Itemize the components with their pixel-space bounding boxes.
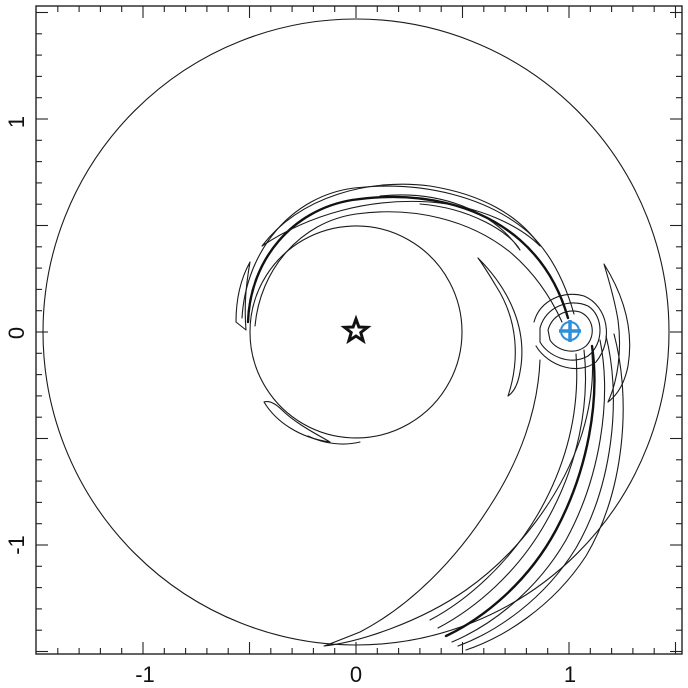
- inner-crescent-arc: [477, 257, 523, 397]
- x-tick-label-1: 1: [564, 662, 576, 687]
- spiral-arm-leading-5: [465, 333, 624, 651]
- outer-right-arc: [603, 263, 631, 403]
- spiral-wake-inner: [246, 195, 570, 324]
- x-tick-label-neg1: -1: [135, 662, 155, 687]
- spiral-outer-flap: [261, 183, 541, 247]
- y-tick-label-0: 0: [4, 327, 29, 339]
- spiral-arm-envelope: [323, 353, 594, 647]
- inner-cavity-boundary: [249, 225, 463, 439]
- plot-frame: [35, 5, 683, 655]
- spiral-wake-inner-outline-1: [241, 185, 575, 319]
- spiral-wake-inner-outline-2: [254, 211, 563, 327]
- spiral-arm-leading: [444, 344, 596, 638]
- inner-lower-arc-2: [307, 435, 361, 445]
- planet-contour-1: [547, 310, 593, 352]
- spiral-upper-arc: [379, 194, 521, 251]
- y-tick-label-neg1: -1: [4, 535, 29, 555]
- planet-contour-2: [539, 302, 601, 361]
- spiral-arm-leading-1: [451, 339, 606, 643]
- planet-marker-icon: [559, 320, 581, 342]
- x-tick-label-0: 0: [350, 662, 362, 687]
- spiral-arm-leading-4: [429, 353, 578, 621]
- planet-contour-3: [533, 293, 608, 370]
- y-tick-label-1: 1: [4, 116, 29, 128]
- inner-lower-arc: [263, 400, 331, 443]
- spiral-arm-leading-3: [437, 349, 587, 629]
- spiral-wake-inner-tip: [235, 261, 251, 331]
- axis-ticks: [36, 6, 682, 654]
- outer-disk-boundary: [42, 18, 670, 646]
- star-icon: [340, 314, 372, 345]
- spiral-arm-leading-2: [457, 335, 614, 647]
